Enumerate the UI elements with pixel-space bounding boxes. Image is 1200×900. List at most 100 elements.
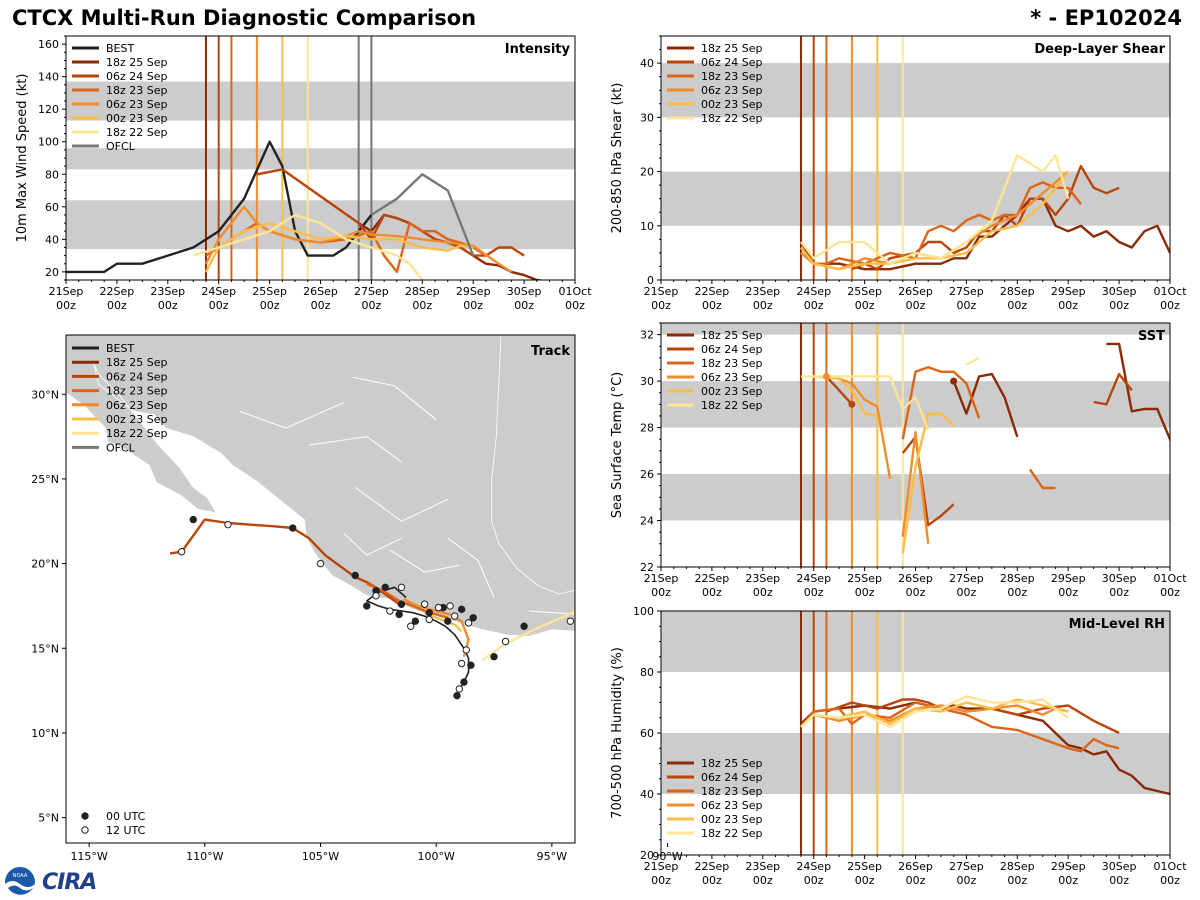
track-point-12utc bbox=[372, 592, 380, 600]
track-marker-legend-00-utc bbox=[81, 812, 89, 820]
track-point-00utc bbox=[425, 609, 433, 617]
sst-series-group bbox=[801, 342, 1170, 554]
intensity-series-06z-24-sep bbox=[256, 168, 525, 257]
sst-ytick-label: 24 bbox=[640, 515, 654, 528]
sst-series-06z-24-sep bbox=[825, 375, 853, 406]
shear-legend-label-18z-22-sep: 18z 22 Sep bbox=[701, 112, 763, 125]
sst-band-1 bbox=[661, 381, 1170, 428]
sst-series-18z-25-sep bbox=[952, 372, 1019, 438]
track-point-00utc bbox=[469, 614, 477, 622]
sst-xtick-hour: 00z bbox=[651, 586, 671, 599]
track-point-12utc bbox=[501, 637, 510, 646]
shear-xtick-hour: 00z bbox=[1109, 299, 1129, 312]
track-point-12utc bbox=[177, 548, 186, 556]
intensity-xtick-hour: 00z bbox=[311, 299, 331, 312]
sst-series-18z-23-sep bbox=[901, 366, 981, 440]
rh-legend-label-18z-22-sep: 18z 22 Sep bbox=[701, 827, 763, 840]
rh-xtick-date: 22Sep bbox=[695, 860, 730, 873]
shear-band-1 bbox=[661, 63, 1170, 118]
sst-ytick-label: 22 bbox=[640, 561, 654, 574]
rh-legend-label-00z-23-sep: 00z 23 Sep bbox=[701, 813, 763, 826]
intensity-xtick-hour: 00z bbox=[463, 299, 483, 312]
sst-xtick-date: 23Sep bbox=[745, 572, 780, 585]
intensity-legend-label-06z-24-sep: 06z 24 Sep bbox=[106, 70, 168, 83]
sst-marker-06z-23-sep bbox=[822, 372, 830, 380]
state-boundary-0 bbox=[354, 486, 449, 522]
sst-band-2 bbox=[661, 323, 1170, 335]
shear-xtick-date: 30Sep bbox=[1102, 285, 1137, 298]
track-point-00utc bbox=[351, 571, 359, 580]
track-ytick-label: 5°N bbox=[38, 812, 59, 825]
rh-series-18z-22-sep bbox=[800, 695, 1069, 729]
shear-ytick-label: 0 bbox=[647, 274, 654, 287]
intensity-ytick-label: 20 bbox=[45, 266, 59, 279]
sst-xtick-hour: 00z bbox=[702, 586, 722, 599]
shear-legend-label-06z-24-sep: 06z 24 Sep bbox=[701, 56, 763, 69]
rh-xtick-hour: 00z bbox=[957, 874, 977, 887]
intensity-xtick-date: 29Sep bbox=[456, 285, 491, 298]
track-series-06z-23-sep bbox=[403, 598, 470, 658]
intensity-legend-label-ofcl: OFCL bbox=[106, 140, 136, 153]
track-point-12utc bbox=[397, 583, 406, 592]
sst-xtick-hour: 00z bbox=[1109, 586, 1129, 599]
track-point-00utc bbox=[453, 691, 461, 700]
rh-xtick-date: 30Sep bbox=[1102, 860, 1137, 873]
track-point-00utc bbox=[457, 605, 466, 614]
intensity-xtick-hour: 00z bbox=[209, 299, 229, 312]
shear-xtick-date: 01Oct bbox=[1153, 285, 1187, 298]
track-point-00utc bbox=[460, 678, 468, 686]
state-boundary-2 bbox=[389, 549, 460, 573]
sst-xtick-date: 27Sep bbox=[949, 572, 984, 585]
intensity-legend-label-18z-25-sep: 18z 25 Sep bbox=[106, 56, 168, 69]
track-point-00utc bbox=[189, 515, 197, 524]
sst-legend-label-00z-23-sep: 00z 23 Sep bbox=[701, 385, 763, 398]
track-legend-label-06z-23-sep: 06z 23 Sep bbox=[106, 399, 168, 412]
state-boundary-3 bbox=[343, 532, 402, 556]
intensity-ytick-label: 40 bbox=[45, 233, 59, 246]
rh-xtick-hour: 00z bbox=[804, 874, 824, 887]
sst-xtick-hour: 00z bbox=[906, 586, 926, 599]
track-point-12utc bbox=[446, 602, 454, 610]
sst-legend-label-06z-24-sep: 06z 24 Sep bbox=[701, 343, 763, 356]
shear-xtick-date: 22Sep bbox=[695, 285, 730, 298]
rh-xtick-hour: 00z bbox=[1058, 874, 1078, 887]
track-point-12utc bbox=[407, 622, 415, 630]
shear-series-group bbox=[799, 154, 1170, 271]
shear-xtick-hour: 00z bbox=[1160, 299, 1180, 312]
intensity-series-group bbox=[66, 140, 547, 280]
sst-series-18z-22-sep bbox=[965, 356, 980, 366]
rh-xtick-date: 24Sep bbox=[796, 860, 831, 873]
sst-panel: 22242628303221Sep00z22Sep00z23Sep00z24Se… bbox=[610, 322, 1187, 599]
intensity-ytick-label: 140 bbox=[38, 71, 59, 84]
rh-xtick-hour: 00z bbox=[855, 874, 875, 887]
track-point-12utc bbox=[566, 617, 575, 625]
shear-ylabel: 200-850 hPa Shear (kt) bbox=[610, 83, 625, 234]
track-point-12utc bbox=[316, 559, 325, 568]
track-point-00utc bbox=[395, 610, 403, 619]
land-gulf-coast bbox=[491, 335, 575, 595]
track-point-00utc bbox=[520, 622, 528, 630]
intensity-band-2 bbox=[66, 81, 575, 121]
shear-series-00z-23-sep bbox=[800, 170, 1070, 271]
sst-series-06z-24-sep bbox=[1093, 372, 1133, 406]
sst-xtick-hour: 00z bbox=[753, 586, 773, 599]
sst-marker-18z-25-sep bbox=[950, 377, 958, 385]
track-title: Track bbox=[531, 344, 570, 359]
sst-series-00z-23-sep bbox=[813, 375, 878, 418]
track-legend-label-18z-22-sep: 18z 22 Sep bbox=[106, 427, 168, 440]
track-point-12utc bbox=[450, 612, 459, 620]
rh-xtick-hour: 00z bbox=[651, 874, 671, 887]
track-point-12utc bbox=[420, 600, 429, 608]
shear-xtick-date: 26Sep bbox=[898, 285, 933, 298]
sst-series-18z-22-sep bbox=[801, 375, 930, 431]
track-ytick-label: 15°N bbox=[31, 642, 59, 655]
sst-xtick-date: 22Sep bbox=[695, 572, 730, 585]
sst-xtick-date: 01Oct bbox=[1153, 572, 1187, 585]
track-xtick-label: 105°W bbox=[302, 850, 339, 863]
shear-series-18z-22-sep bbox=[800, 154, 1070, 265]
sst-band-0 bbox=[661, 474, 1170, 521]
track-ytick-label: 30°N bbox=[31, 388, 59, 401]
rh-xtick-date: 27Sep bbox=[949, 860, 984, 873]
track-point-12utc bbox=[386, 607, 394, 615]
intensity-series-best bbox=[66, 140, 373, 274]
